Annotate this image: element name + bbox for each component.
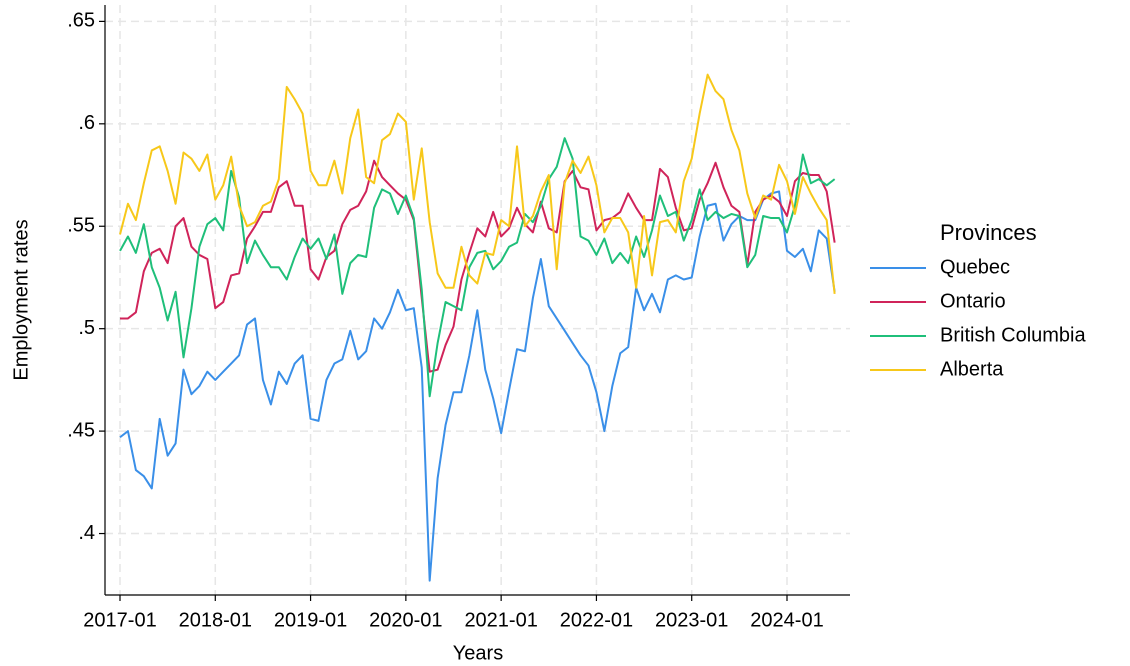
series-line <box>120 159 836 373</box>
legend-label: Quebec <box>940 256 1010 278</box>
y-tick-label: .45 <box>67 419 95 441</box>
y-tick-label: .65 <box>67 10 95 32</box>
legend-label: British Columbia <box>940 324 1086 346</box>
series-line <box>119 190 836 582</box>
x-tick-label: 2023-01 <box>655 609 728 631</box>
x-tick-label: 2017-01 <box>83 609 156 631</box>
y-tick-label: .5 <box>78 317 95 339</box>
x-tick-label: 2021-01 <box>464 609 537 631</box>
y-axis-label: Employment rates <box>10 219 32 380</box>
y-tick-label: .4 <box>78 522 95 544</box>
x-tick-label: 2020-01 <box>369 609 442 631</box>
legend-title: Provinces <box>940 220 1037 245</box>
x-tick-label: 2022-01 <box>560 609 633 631</box>
x-tick-label: 2019-01 <box>274 609 347 631</box>
series-line <box>119 73 836 294</box>
legend-label: Alberta <box>940 358 1004 380</box>
y-tick-label: .55 <box>67 215 95 237</box>
y-tick-label: .6 <box>78 112 95 134</box>
series-line <box>119 137 836 398</box>
x-tick-label: 2018-01 <box>179 609 252 631</box>
x-axis-label: Years <box>453 642 503 664</box>
legend-label: Ontario <box>940 290 1006 312</box>
x-tick-label: 2024-01 <box>750 609 823 631</box>
